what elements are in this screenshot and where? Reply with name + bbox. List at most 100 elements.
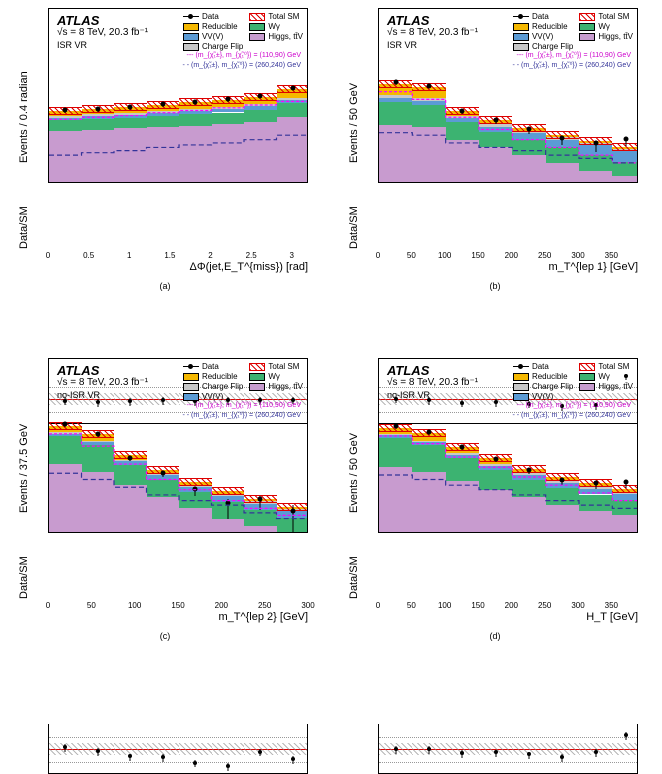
- ratio-err: [429, 746, 430, 754]
- stack-seg: [114, 465, 147, 485]
- stack-seg: [212, 519, 245, 533]
- stack-seg: [579, 155, 612, 170]
- stack-seg: [446, 118, 479, 123]
- ratio-err: [65, 744, 66, 752]
- stack-seg: [479, 147, 512, 183]
- ratio-err: [260, 749, 261, 757]
- stack-seg: [412, 441, 445, 442]
- stack-seg: [379, 467, 412, 533]
- data-err: [227, 499, 228, 519]
- stack-seg: [114, 128, 147, 183]
- xtick: 300: [568, 251, 588, 260]
- stack-seg: [147, 113, 180, 116]
- region-label: ISR VR: [387, 40, 417, 50]
- stack-seg: [147, 116, 180, 127]
- chart-area: 11010²10³10⁴10⁵10⁶ATLAS√s = 8 TeV, 20.3 …: [48, 358, 308, 533]
- ratio-err: [227, 763, 228, 771]
- stack-seg: [49, 436, 82, 464]
- data-err: [395, 84, 396, 85]
- stack-seg: [512, 133, 545, 139]
- stack-seg: [179, 114, 212, 125]
- stack-seg: [612, 162, 638, 176]
- legend-reducible: Reducible: [183, 22, 243, 31]
- xtick: 0: [38, 601, 58, 610]
- data-err: [97, 110, 98, 112]
- stack-seg: [212, 109, 245, 113]
- stack-seg: [512, 497, 545, 533]
- data-err: [462, 112, 463, 114]
- xtick: 1.5: [160, 251, 180, 260]
- signal1-label: --- (m_{χ̃₁±}, m_{χ̃₁⁰}) = (110,90) GeV: [187, 51, 302, 59]
- legend-vvv: VV(V): [183, 32, 243, 41]
- stack-seg: [546, 147, 579, 162]
- x-axis-label: ΔΦ(jet,E_T^{miss}) [rad]: [108, 261, 308, 273]
- signal1-label: --- (m_{χ̃₁±}, m_{χ̃₁⁰}) = (110,90) GeV: [187, 401, 302, 409]
- stack-seg: [82, 116, 115, 119]
- legend-totalsm: Total SM: [579, 12, 633, 21]
- stack-seg: [277, 98, 309, 100]
- stack-seg: [412, 442, 445, 445]
- xtick: 300: [298, 601, 318, 610]
- xtick: 50: [401, 601, 421, 610]
- stack-seg: [82, 119, 115, 129]
- stack-seg: [612, 494, 638, 499]
- xtick: 100: [435, 601, 455, 610]
- stack-seg: [512, 475, 545, 480]
- legend: DataReducibleVV(V)Charge FlipTotal SMWγH…: [183, 12, 303, 52]
- panel-a: Events / 0.4 radianData/SM11010²10³10⁴10…: [10, 8, 320, 233]
- stack-seg: [612, 176, 638, 183]
- ratio-err: [162, 754, 163, 762]
- stack-seg: [212, 107, 245, 109]
- y-axis-label: Events / 0.4 radian: [18, 71, 30, 163]
- xtick: 200: [501, 601, 521, 610]
- xtick: 250: [255, 601, 275, 610]
- y-axis-label: Events / 50 GeV: [348, 433, 360, 513]
- stack-seg: [379, 435, 412, 437]
- stack-seg: [179, 109, 212, 111]
- xtick: 250: [535, 601, 555, 610]
- stack-seg: [179, 508, 212, 533]
- legend-higgs: Higgs, tt̄V: [579, 32, 633, 41]
- region-label: no-ISR VR: [387, 390, 430, 400]
- x-axis-label: H_T [GeV]: [438, 611, 638, 623]
- legend-reducible: Reducible: [513, 22, 573, 31]
- legend-data: Data: [513, 362, 573, 371]
- stack-seg: [114, 461, 147, 465]
- stack-seg: [147, 111, 180, 113]
- legend-wgamma: Wγ: [579, 22, 633, 31]
- stack-seg: [49, 131, 82, 183]
- stack-seg: [512, 155, 545, 183]
- chart-area: 11010²10³10⁴10⁵10⁶ATLAS√s = 8 TeV, 20.3 …: [48, 8, 308, 183]
- stack-seg: [579, 495, 612, 511]
- ratio-grid: [49, 762, 307, 763]
- stack-seg: [446, 122, 479, 139]
- stack-seg: [546, 163, 579, 183]
- xtick: 1: [119, 251, 139, 260]
- x-axis-label: m_T^{lep 1} [GeV]: [438, 261, 638, 273]
- x-axis-label: m_T^{lep 2} [GeV]: [108, 611, 308, 623]
- ratio-y-label: Data/SM: [348, 556, 360, 599]
- ratio-grid: [379, 762, 637, 763]
- data-err: [292, 505, 293, 533]
- stack-seg: [479, 127, 512, 132]
- signal2-label: - - (m_{χ̃₁±}, m_{χ̃₁⁰}) = (260,240) GeV: [182, 61, 301, 69]
- ratio-err: [195, 760, 196, 768]
- region-label: no-ISR VR: [57, 390, 100, 400]
- chart-area: 11010²10³10⁴10⁵10⁶ATLAS√s = 8 TeV, 20.3 …: [378, 8, 638, 183]
- atlas-label: ATLAS: [57, 13, 99, 28]
- stack-seg: [412, 445, 445, 472]
- signal1-label: --- (m_{χ̃₁±}, m_{χ̃₁⁰}) = (110,90) GeV: [517, 51, 632, 59]
- stack-seg: [244, 106, 277, 110]
- sqrt-label: √s = 8 TeV, 20.3 fb⁻¹: [57, 27, 148, 38]
- xtick: 0: [368, 251, 388, 260]
- atlas-label: ATLAS: [57, 363, 99, 378]
- data-err: [260, 496, 261, 511]
- ratio-err: [462, 750, 463, 758]
- data-err: [562, 136, 563, 144]
- data-err: [595, 141, 596, 152]
- ratio-err: [562, 754, 563, 762]
- stack-seg: [546, 505, 579, 533]
- ratio-area: 00.511.52: [48, 724, 308, 774]
- ratio-uncert: [212, 743, 245, 756]
- stack-seg: [379, 434, 412, 435]
